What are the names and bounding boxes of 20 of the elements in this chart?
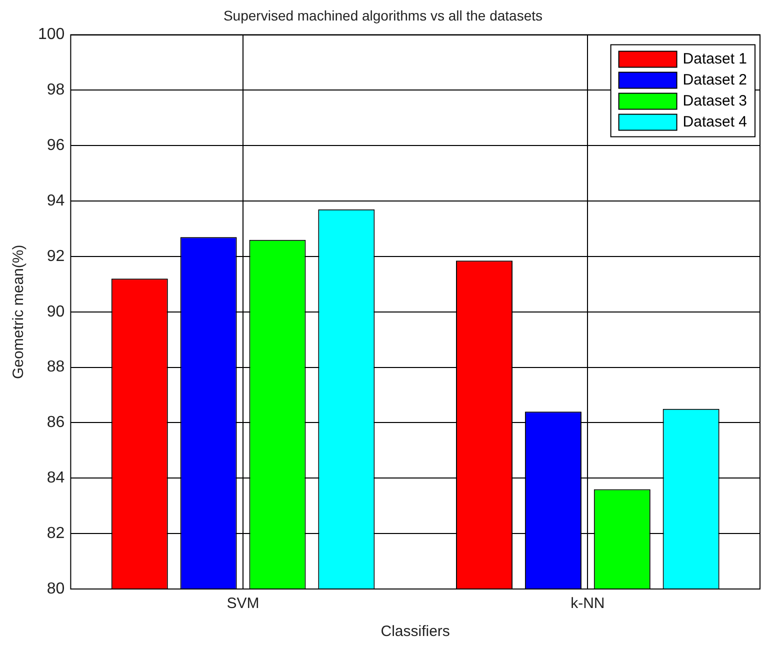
y-tick-label: 98: [46, 82, 65, 99]
y-axis-title: Geometric mean(%): [10, 244, 28, 379]
legend-label: Dataset 1: [682, 50, 748, 68]
y-tick-label: 80: [46, 580, 65, 598]
y-tick-label: 100: [38, 26, 65, 44]
y-tick-label: 96: [46, 137, 65, 154]
chart-title: Supervised machined algorithms vs all the datasets: [223, 7, 543, 24]
legend-label: Dataset 3: [682, 92, 748, 110]
y-tick-label: 92: [46, 248, 65, 265]
x-tick-label: SVM: [226, 595, 260, 612]
legend-label: Dataset 4: [682, 113, 748, 130]
y-tick-label: 94: [46, 192, 65, 210]
x-tick-label: k-NN: [570, 595, 605, 612]
y-tick-label: 82: [46, 524, 65, 542]
legend-label: Dataset 2: [682, 71, 748, 88]
y-tick-label: 84: [46, 470, 65, 487]
x-axis-title: Classifiers: [380, 623, 450, 640]
y-tick-label: 90: [46, 303, 65, 320]
y-tick-label: 88: [46, 358, 65, 376]
y-tick-label: 86: [46, 414, 65, 432]
